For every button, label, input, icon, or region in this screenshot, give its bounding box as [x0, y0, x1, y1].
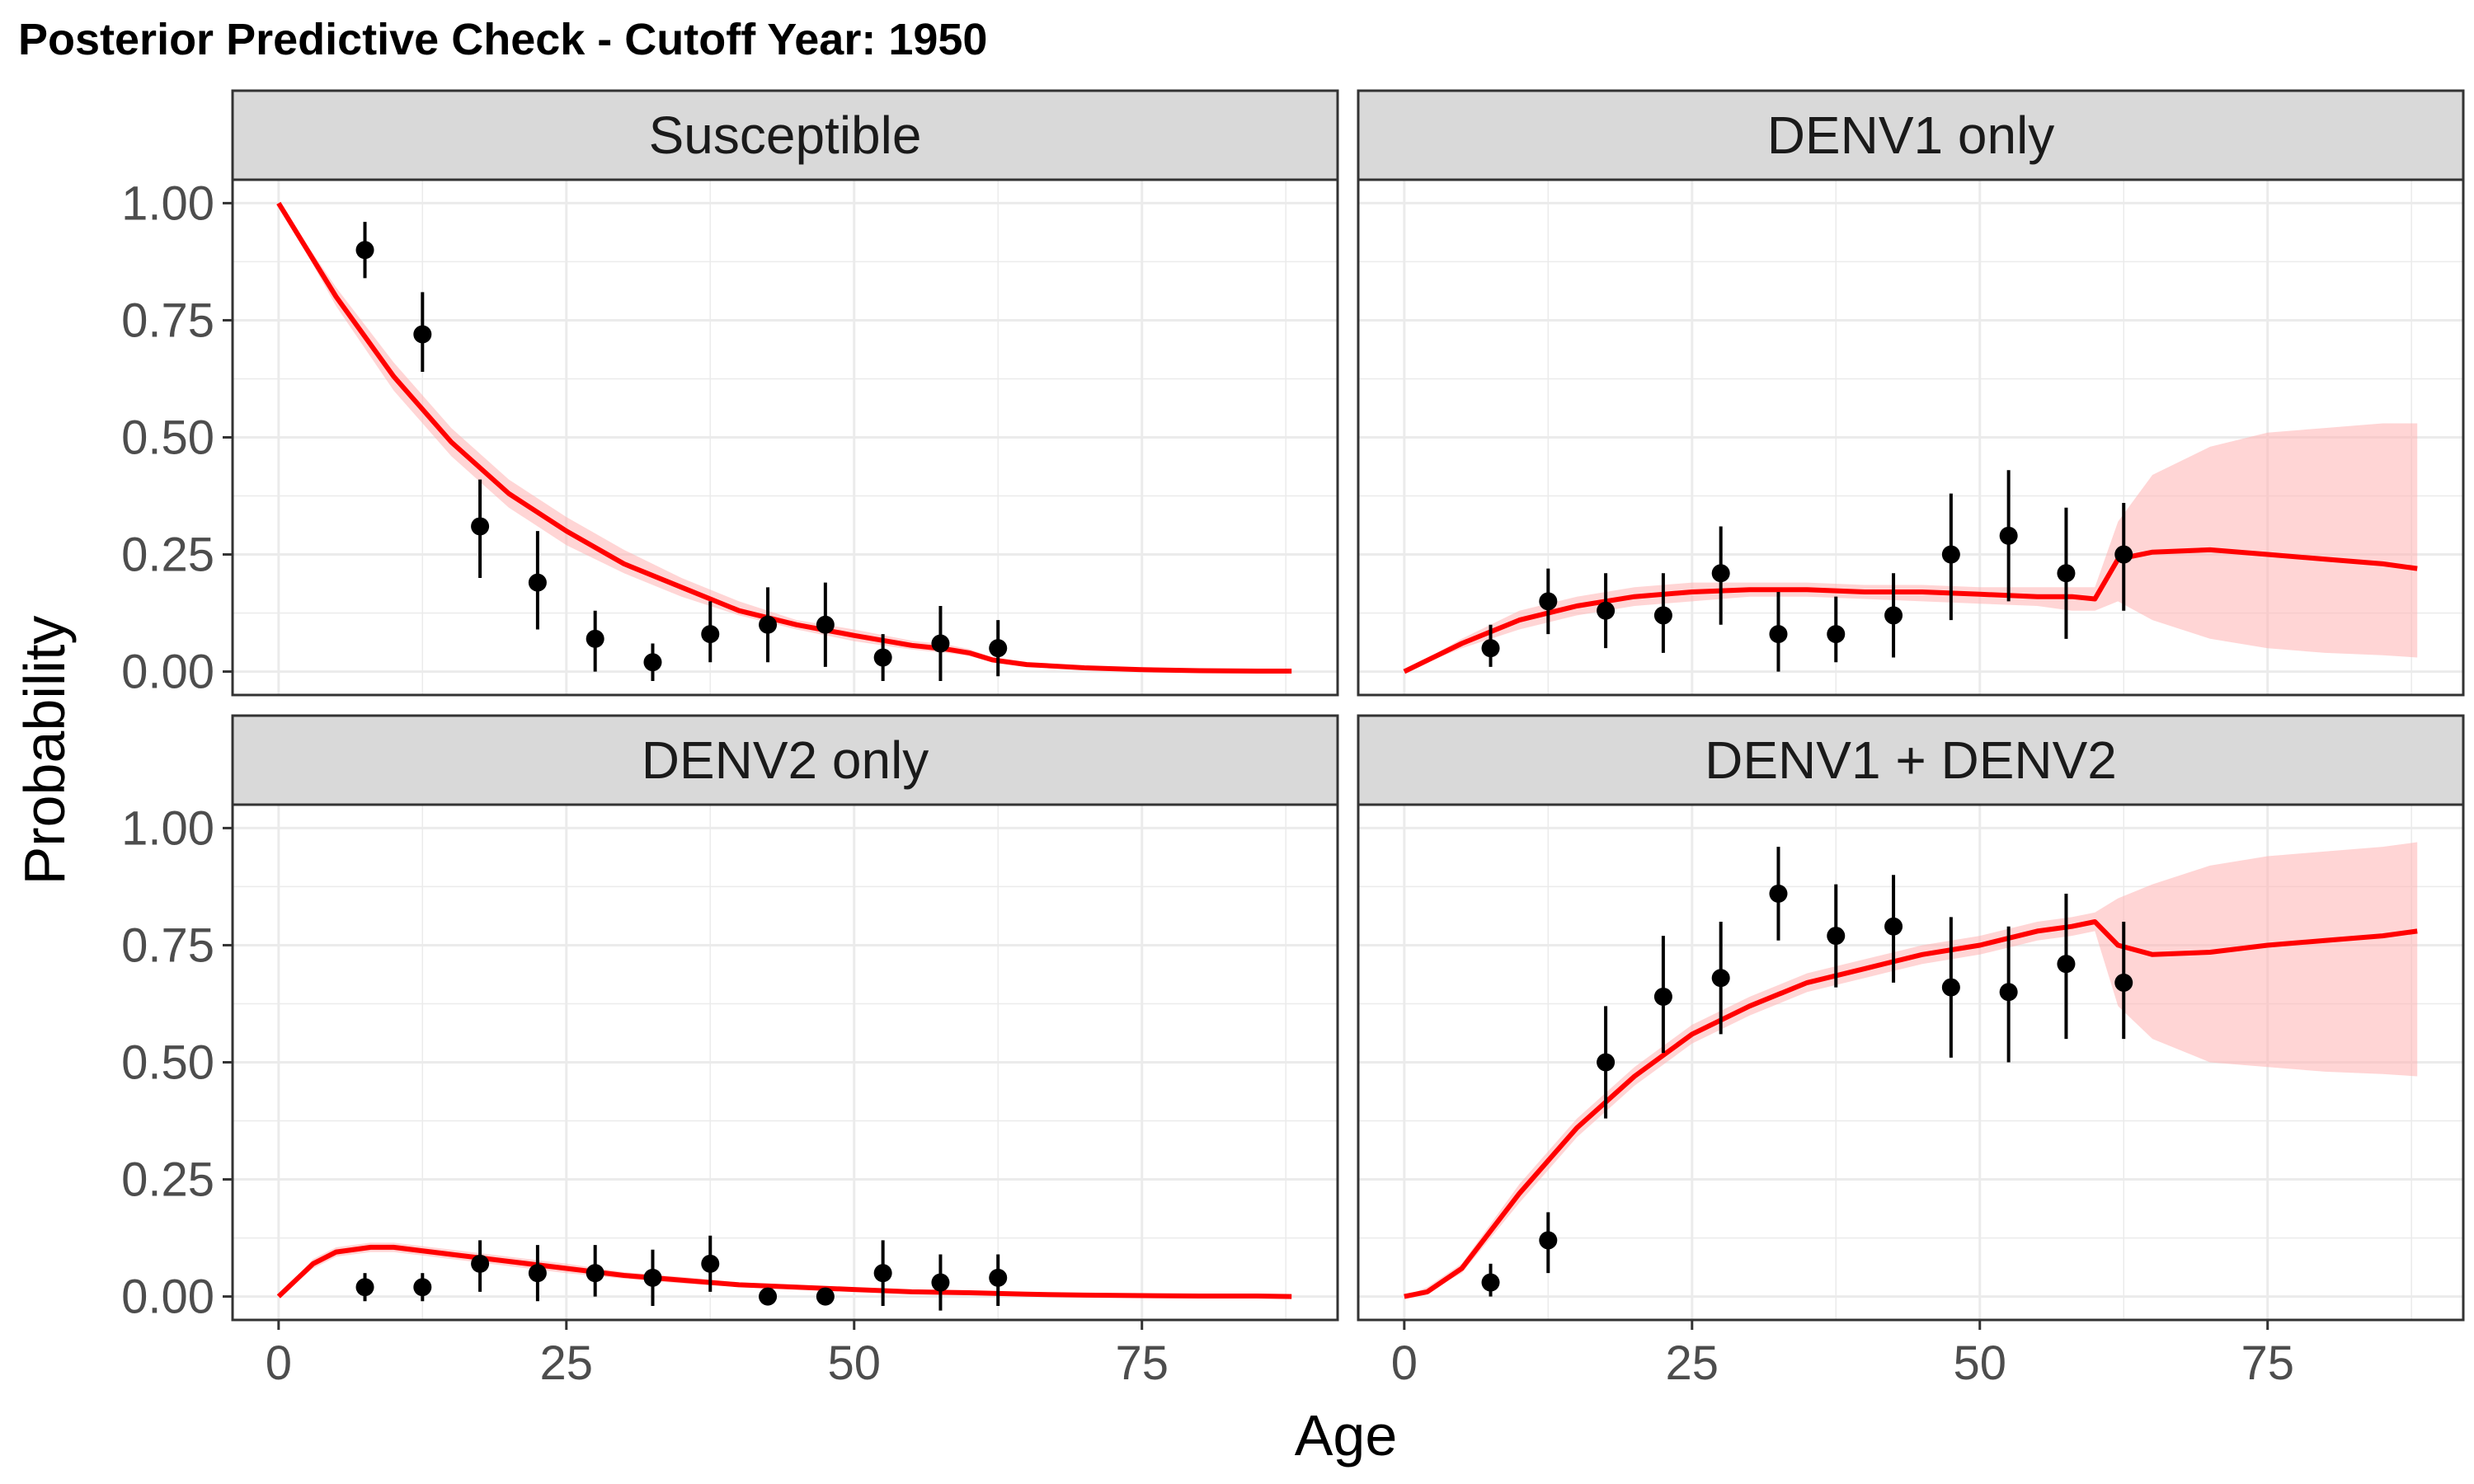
- facet-panel: DENV2 only 0.00 0.25 0.50 0.75 1.00 0 25 50 75: [121, 714, 1339, 1390]
- data-point: [2114, 545, 2133, 564]
- fitted-line: [276, 201, 1292, 674]
- data-point: [2057, 955, 2076, 974]
- data-point: [1653, 606, 1672, 625]
- data-point: [413, 1278, 432, 1297]
- data-point: [643, 1268, 662, 1287]
- data-point: [1941, 978, 1960, 997]
- y-tick-label: 0.25: [121, 1153, 214, 1207]
- y-tick-label: 0.25: [121, 528, 214, 582]
- x-tick-label: 0: [1391, 1336, 1418, 1390]
- data-point: [1481, 639, 1500, 658]
- data-point: [1884, 606, 1903, 625]
- data-point: [989, 639, 1008, 658]
- data-point: [1597, 601, 1616, 620]
- fitted-line: [276, 1244, 1292, 1299]
- data-point: [643, 653, 662, 672]
- strip-background: [231, 89, 1339, 181]
- y-tick-label: 1.00: [121, 801, 214, 855]
- facet-panel: DENV1 only: [1357, 89, 2465, 697]
- x-tick-label: 25: [540, 1336, 594, 1390]
- y-tick-label: 0.50: [121, 1036, 214, 1090]
- data-point: [528, 1264, 547, 1283]
- data-point: [931, 1273, 950, 1292]
- data-point: [1539, 1231, 1558, 1250]
- strip-background: [231, 714, 1339, 806]
- x-tick-label: 75: [1115, 1336, 1169, 1390]
- data-point: [355, 1278, 374, 1297]
- facet-panel: Susceptible 0.00 0.25 0.50 0.75 1.00: [121, 89, 1339, 699]
- data-point: [1827, 625, 1846, 644]
- panel-border: [1357, 803, 2465, 1322]
- fitted-line: [1403, 547, 2418, 674]
- data-point: [471, 517, 490, 536]
- facets: Susceptible 0.00 0.25 0.50 0.75 1.00 DENV1 onl…: [121, 89, 2465, 1390]
- data-point: [1999, 983, 2018, 1002]
- data-point: [1884, 917, 1903, 936]
- y-tick-label: 0.75: [121, 918, 214, 972]
- data-point: [1769, 625, 1788, 644]
- data-point: [873, 1264, 892, 1283]
- data-point: [586, 1264, 604, 1283]
- data-point: [759, 1287, 778, 1306]
- y-tick-label: 0.00: [121, 646, 214, 699]
- chart-title: Posterior Predictive Check - Cutoff Year…: [18, 15, 987, 64]
- data-point: [1827, 927, 1846, 946]
- strip-background: [1357, 89, 2465, 181]
- data-point: [931, 634, 950, 653]
- data-point: [759, 615, 778, 634]
- data-point: [1481, 1273, 1500, 1292]
- data-point: [413, 325, 432, 344]
- x-tick-label: 25: [1666, 1336, 1719, 1390]
- strip-label: DENV1 + DENV2: [1705, 730, 2117, 790]
- data-point: [471, 1254, 490, 1273]
- data-point: [816, 615, 835, 634]
- panel-border: [1357, 178, 2465, 697]
- data-point: [701, 1254, 720, 1273]
- data-point: [528, 573, 547, 592]
- data-point: [2114, 973, 2133, 992]
- data-point: [873, 648, 892, 667]
- data-point: [1769, 884, 1788, 903]
- y-axis-title: Probability: [12, 616, 77, 885]
- x-tick-label: 50: [827, 1336, 881, 1390]
- data-point: [701, 625, 720, 644]
- y-tick-label: 1.00: [121, 176, 214, 230]
- data-point: [586, 629, 604, 648]
- data-point: [1711, 969, 1730, 988]
- data-point: [1999, 526, 2018, 545]
- strip-label: Susceptible: [649, 106, 922, 165]
- y-tick-label: 0.50: [121, 411, 214, 465]
- y-tick-label: 0.75: [121, 294, 214, 347]
- strip-background: [1357, 714, 2465, 806]
- strip-label: DENV2 only: [642, 730, 929, 790]
- strip-label: DENV1 only: [1767, 106, 2055, 165]
- y-tick-label: 0.00: [121, 1270, 214, 1324]
- data-point: [355, 241, 374, 260]
- x-axis-title: Age: [1295, 1403, 1398, 1468]
- data-point: [1597, 1053, 1616, 1072]
- data-point: [2057, 564, 2076, 583]
- data-point: [989, 1268, 1008, 1287]
- data-point: [816, 1287, 835, 1306]
- facet-panel: DENV1 + DENV2 0 25 50 75: [1357, 714, 2465, 1390]
- x-tick-label: 0: [266, 1336, 292, 1390]
- data-point: [1941, 545, 1960, 564]
- data-point: [1711, 564, 1730, 583]
- data-point: [1653, 987, 1672, 1006]
- x-tick-label: 50: [1953, 1336, 2006, 1390]
- credible-ribbon: [1404, 423, 2418, 672]
- data-point: [1539, 592, 1558, 611]
- x-tick-label: 75: [2241, 1336, 2294, 1390]
